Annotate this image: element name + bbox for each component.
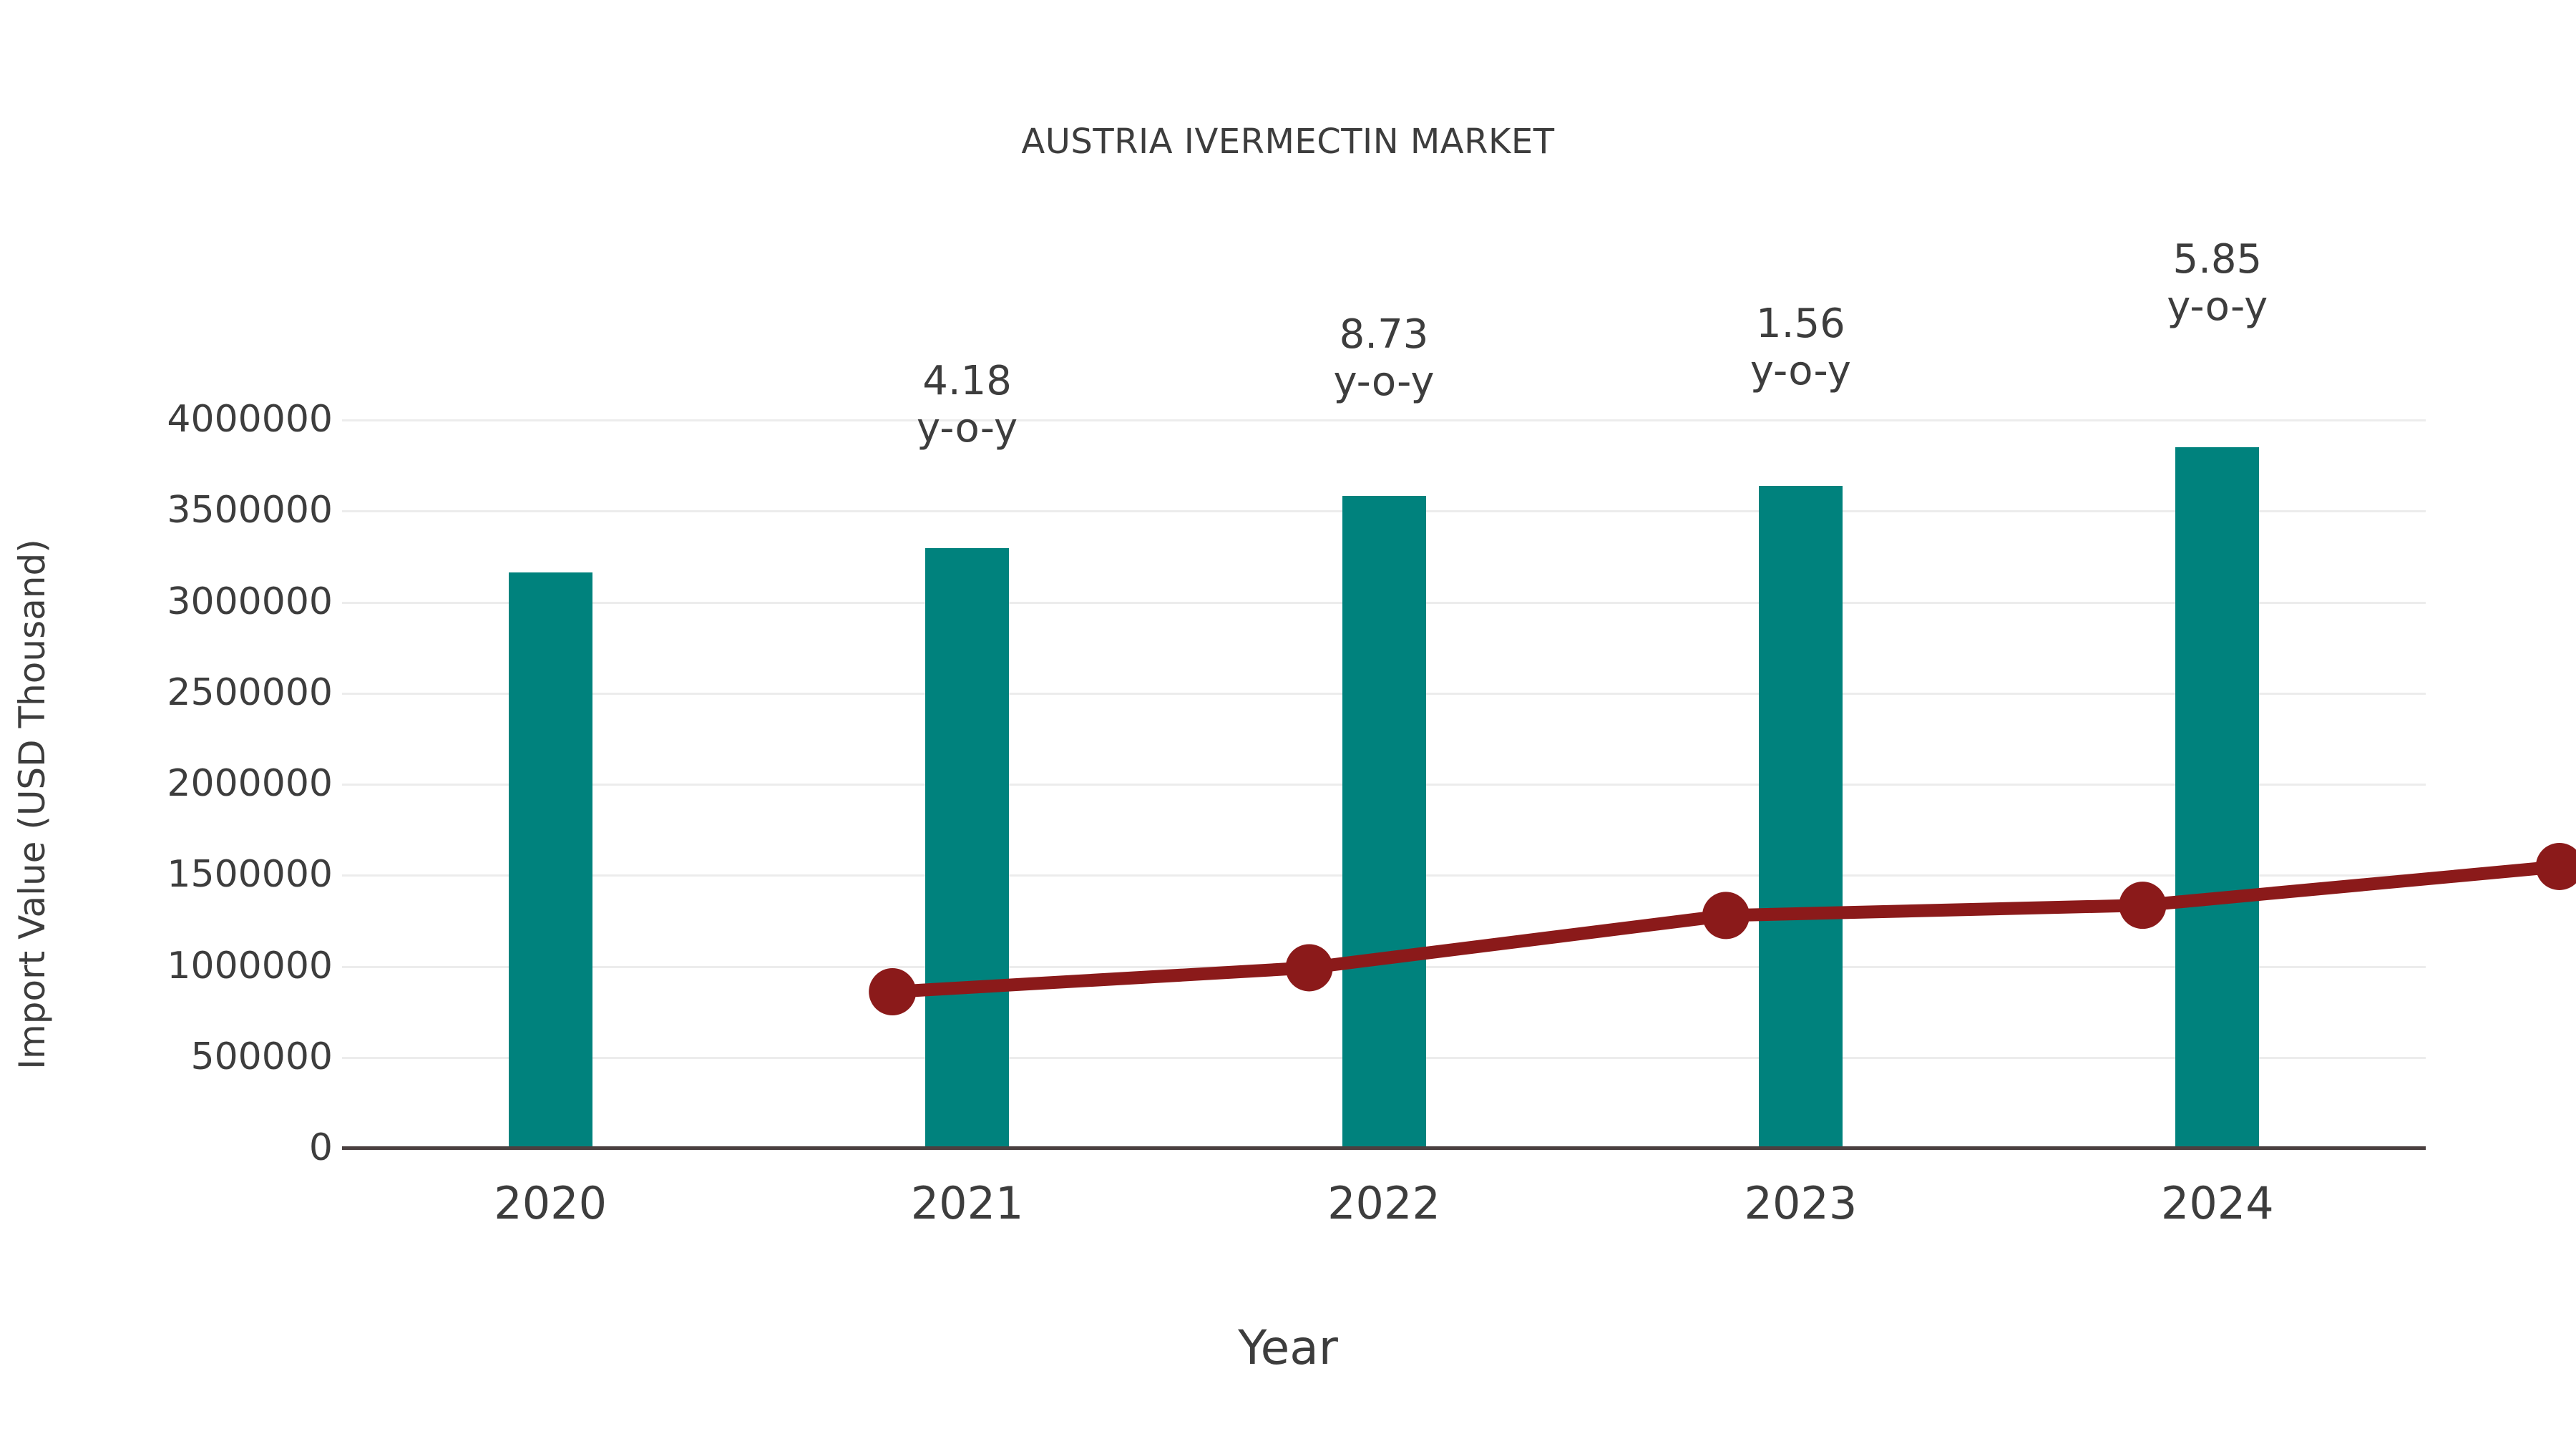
y-axis-title: Import Value (USD Thousand)	[11, 539, 53, 1070]
x-axis-tick-label: 2022	[1327, 1177, 1440, 1229]
yoy-unit-label: y-o-y	[1333, 358, 1435, 406]
chart-title: AUSTRIA IVERMECTIN MARKET	[1021, 122, 1555, 162]
yoy-annotation: 8.73 y-o-y	[1333, 311, 1434, 406]
yoy-value: 8.73	[1339, 311, 1429, 358]
y-axis-tick-label: 3000000	[167, 580, 333, 623]
bar[interactable]	[2175, 447, 2260, 1148]
bar[interactable]	[508, 572, 592, 1148]
line-marker[interactable]	[1702, 892, 1750, 940]
x-axis-tick-label: 2021	[910, 1177, 1024, 1229]
trend-line	[886, 859, 2566, 999]
x-axis-line	[342, 1146, 2426, 1150]
yoy-value: 1.56	[1756, 301, 1845, 347]
x-axis-title: Year	[1238, 1320, 1338, 1375]
yoy-value: 5.85	[2172, 236, 2263, 283]
yoy-annotation: 1.56 y-o-y	[1750, 301, 1851, 395]
x-axis-tick-label: 2023	[1744, 1177, 1858, 1229]
yoy-unit-label: y-o-y	[2167, 283, 2268, 331]
y-axis-tick-label: 4000000	[167, 398, 333, 441]
y-axis-tick-label: 2500000	[167, 670, 333, 714]
yoy-unit-label: y-o-y	[917, 405, 1018, 452]
x-axis-tick-label: 2020	[494, 1177, 608, 1229]
y-axis-tick-label: 3500000	[167, 489, 333, 532]
y-axis-tick-label: 0	[308, 1126, 333, 1169]
line-marker[interactable]	[2535, 842, 2576, 890]
bar[interactable]	[925, 548, 1010, 1148]
plot-area	[342, 419, 2576, 1148]
bar[interactable]	[1758, 486, 1843, 1148]
gridline	[342, 419, 2426, 421]
y-axis-tick-label: 500000	[190, 1035, 333, 1078]
yoy-value: 4.18	[922, 358, 1012, 404]
yoy-unit-label: y-o-y	[1750, 348, 1851, 395]
yoy-annotation: 4.18 y-o-y	[917, 358, 1018, 452]
x-axis-tick-label: 2024	[2160, 1177, 2274, 1229]
line-marker[interactable]	[2119, 882, 2167, 930]
line-marker[interactable]	[869, 968, 917, 1016]
y-axis-tick-label: 2000000	[167, 762, 333, 805]
y-axis-tick-label: 1500000	[167, 853, 333, 897]
bar[interactable]	[1342, 496, 1426, 1148]
y-axis-tick-label: 1000000	[167, 944, 333, 987]
yoy-annotation: 5.85 y-o-y	[2167, 236, 2268, 331]
